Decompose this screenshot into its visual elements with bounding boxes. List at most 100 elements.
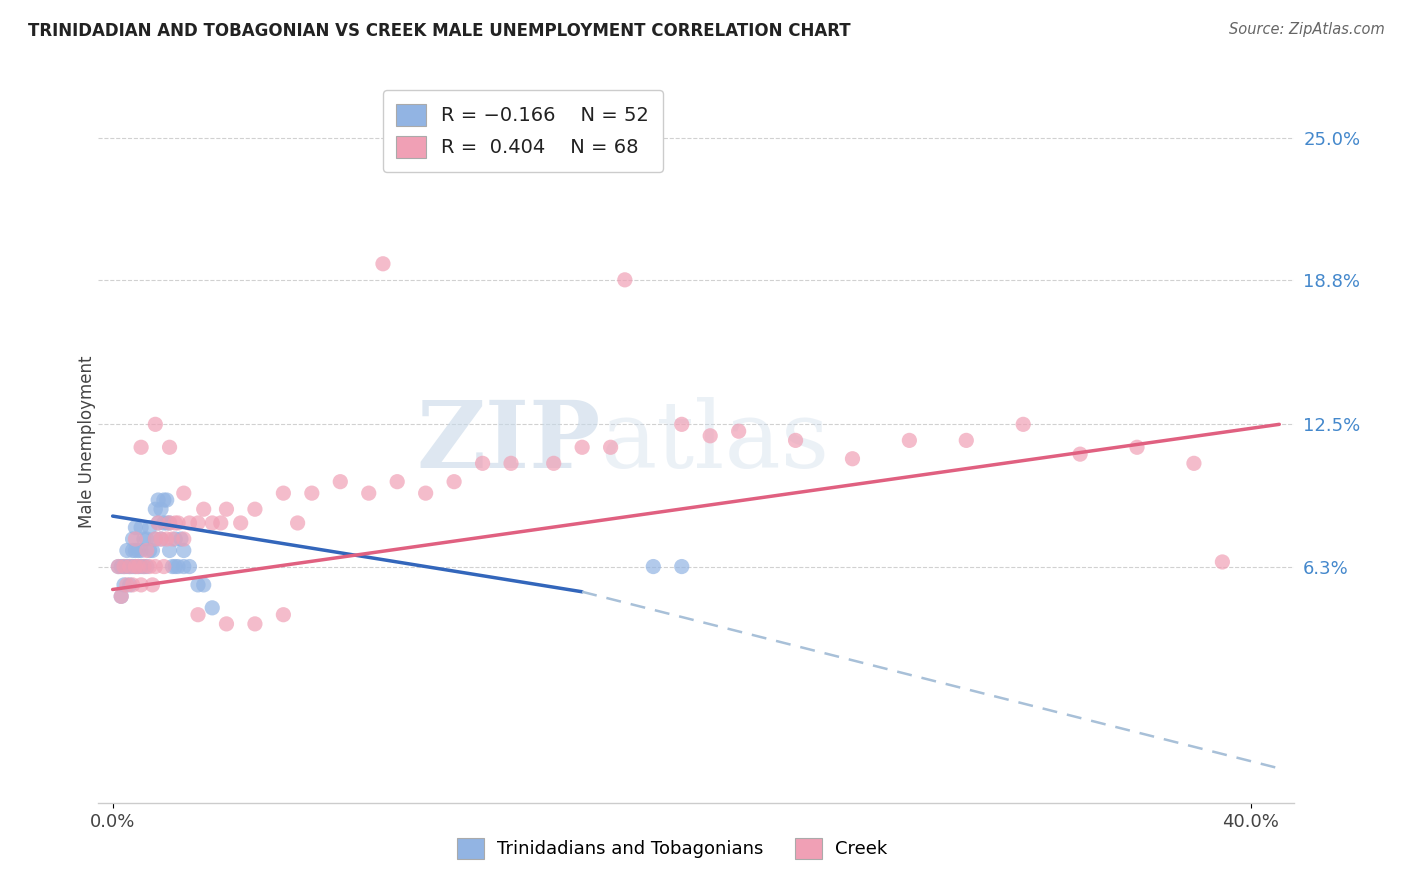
Point <box>159 516 181 530</box>
Point <box>121 578 143 592</box>
Point <box>243 616 266 631</box>
Point <box>124 559 146 574</box>
Point <box>110 559 132 574</box>
Point <box>329 475 352 489</box>
Point <box>165 516 187 530</box>
Point <box>671 559 693 574</box>
Y-axis label: Male Unemployment: Male Unemployment <box>79 355 96 528</box>
Point <box>159 516 181 530</box>
Point <box>898 434 921 448</box>
Point <box>156 493 179 508</box>
Point <box>143 417 166 432</box>
Point <box>112 559 135 574</box>
Point <box>135 543 157 558</box>
Text: Source: ZipAtlas.com: Source: ZipAtlas.com <box>1229 22 1385 37</box>
Point <box>1126 440 1149 454</box>
Point <box>955 434 977 448</box>
Point <box>129 543 152 558</box>
Text: atlas: atlas <box>600 397 830 486</box>
Point <box>187 607 209 622</box>
Point <box>135 532 157 546</box>
Point <box>179 559 201 574</box>
Point <box>415 486 437 500</box>
Point <box>699 429 721 443</box>
Point <box>215 502 238 516</box>
Point <box>107 559 129 574</box>
Point <box>156 532 179 546</box>
Point <box>471 456 494 470</box>
Point <box>162 532 184 546</box>
Point <box>124 543 146 558</box>
Point <box>201 516 224 530</box>
Point <box>287 516 309 530</box>
Point <box>148 516 170 530</box>
Point <box>357 486 380 500</box>
Point <box>150 532 173 546</box>
Point <box>129 559 152 574</box>
Point <box>129 440 152 454</box>
Point <box>215 616 238 631</box>
Point <box>499 456 522 470</box>
Point <box>110 590 132 604</box>
Point <box>118 559 141 574</box>
Point <box>159 440 181 454</box>
Point <box>273 486 295 500</box>
Point <box>385 475 409 489</box>
Point <box>112 578 135 592</box>
Point <box>115 543 138 558</box>
Point <box>1012 417 1035 432</box>
Point <box>613 273 636 287</box>
Point <box>138 520 160 534</box>
Point <box>209 516 232 530</box>
Point <box>121 559 143 574</box>
Point <box>135 559 157 574</box>
Point <box>243 502 266 516</box>
Point <box>162 559 184 574</box>
Point <box>148 516 170 530</box>
Point <box>143 502 166 516</box>
Point <box>143 559 166 574</box>
Point <box>229 516 252 530</box>
Point <box>115 578 138 592</box>
Point <box>118 578 141 592</box>
Point <box>138 559 160 574</box>
Point <box>173 532 195 546</box>
Point <box>156 516 179 530</box>
Point <box>124 532 146 546</box>
Point <box>727 424 749 438</box>
Point <box>173 543 195 558</box>
Point <box>129 578 152 592</box>
Point <box>143 532 166 546</box>
Point <box>127 559 149 574</box>
Point <box>165 532 187 546</box>
Point <box>167 516 190 530</box>
Point <box>543 456 565 470</box>
Point <box>112 559 135 574</box>
Legend: Trinidadians and Tobagonians, Creek: Trinidadians and Tobagonians, Creek <box>450 830 894 866</box>
Point <box>141 578 163 592</box>
Point <box>173 559 195 574</box>
Point <box>273 607 295 622</box>
Point <box>371 257 394 271</box>
Point <box>127 543 149 558</box>
Point <box>143 532 166 546</box>
Point <box>671 417 693 432</box>
Point <box>132 532 155 546</box>
Point <box>110 590 132 604</box>
Point <box>193 578 215 592</box>
Point <box>150 502 173 516</box>
Point <box>1069 447 1091 461</box>
Point <box>121 543 143 558</box>
Point <box>643 559 665 574</box>
Point <box>1211 555 1233 569</box>
Point <box>785 434 807 448</box>
Point <box>132 559 155 574</box>
Point <box>187 516 209 530</box>
Point <box>187 578 209 592</box>
Point <box>153 493 176 508</box>
Point <box>165 559 187 574</box>
Point <box>127 559 149 574</box>
Point <box>443 475 465 489</box>
Point <box>841 451 863 466</box>
Point <box>599 440 621 454</box>
